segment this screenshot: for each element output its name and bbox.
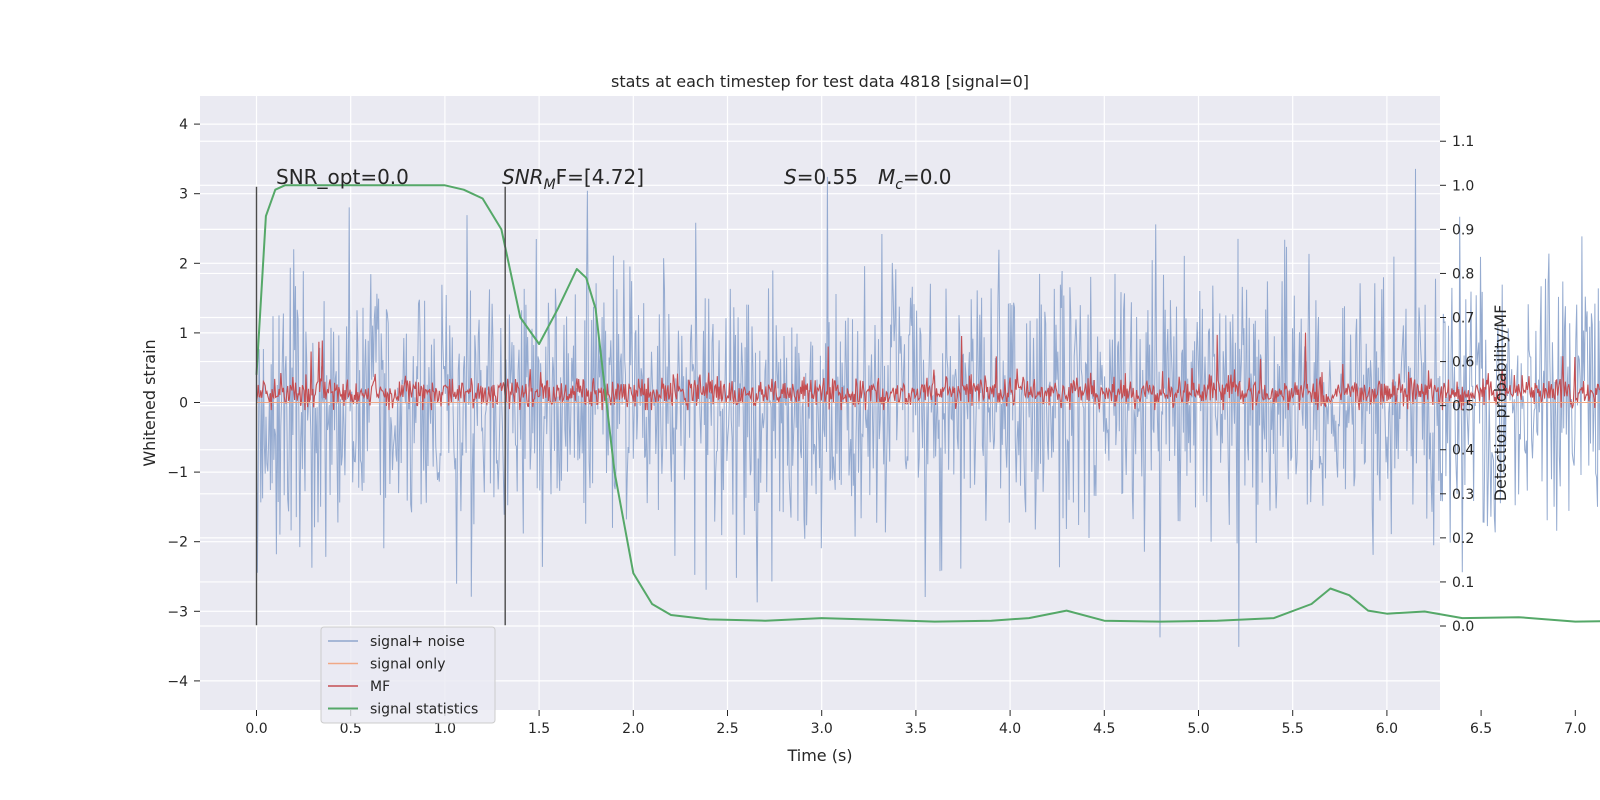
s-symbol: S	[784, 165, 797, 189]
y-left-axis-ticks: 4 3 2 1 0 −1 −2 −3 −4	[167, 117, 200, 690]
y-left-tick-label: 4	[179, 117, 188, 133]
y-right-tick-label: 0.7	[1452, 311, 1474, 327]
y-right-tick-label: 1.1	[1452, 134, 1474, 150]
y-right-axis-ticks: 1.1 1.0 0.9 0.8 0.7 0.6 0.5 0.4 0.3 0.2 0.1 0.0	[1440, 134, 1474, 635]
y-right-tick-label: 0.9	[1452, 222, 1474, 238]
x-tick-label: 0.0	[245, 721, 267, 737]
annotation-s: S=0.55	[784, 165, 858, 189]
y-left-tick-label: −3	[167, 604, 188, 620]
x-axis-label: Time (s)	[786, 746, 852, 765]
y-left-tick-label: 2	[179, 256, 188, 272]
legend: signal+ noise signal only MF signal statist…	[320, 626, 496, 724]
legend-label: signal statistics	[370, 702, 478, 718]
annotation-snr-mf: SNRMF=[4.72]	[502, 165, 644, 193]
y-left-tick-label: 3	[179, 187, 188, 203]
x-tick-label: 2.5	[716, 721, 738, 737]
y-right-tick-label: 0.4	[1452, 443, 1474, 459]
y-right-tick-label: 0.0	[1452, 619, 1474, 635]
annotation-mc: Mc=0.0	[878, 165, 952, 193]
annotation-snr-opt: SNR_opt=0.0	[276, 165, 409, 189]
y-right-tick-label: 0.6	[1452, 355, 1474, 371]
x-tick-label: 4.0	[999, 721, 1021, 737]
y-left-tick-label: 1	[179, 326, 188, 342]
y-left-axis-label: Whitened strain	[140, 339, 159, 466]
y-left-tick-label: 0	[179, 396, 188, 412]
x-tick-label: 2.0	[622, 721, 644, 737]
y-left-tick-label: −1	[167, 465, 188, 481]
legend-label: signal only	[370, 657, 445, 673]
x-tick-label: 5.0	[1187, 721, 1209, 737]
series-mf	[255, 332, 1600, 411]
x-tick-label: 3.0	[811, 721, 833, 737]
x-tick-label: 0.5	[340, 721, 362, 737]
y-left-tick-label: −4	[167, 674, 188, 690]
signal-noise-line	[256, 168, 1600, 647]
y-right-axis-label: Detection probability/MF	[1491, 305, 1510, 502]
series-signal-statistics	[255, 184, 1600, 623]
s-value: =0.55	[797, 165, 858, 189]
mc-value: =0.0	[903, 165, 952, 189]
signal-statistics-line	[255, 184, 1600, 623]
x-tick-label: 5.5	[1282, 721, 1304, 737]
legend-box	[320, 626, 496, 724]
x-tick-label: 6.0	[1376, 721, 1398, 737]
mf-line	[255, 332, 1600, 411]
y-left-tick-label: −2	[167, 535, 188, 551]
x-tick-label: 4.5	[1093, 721, 1115, 737]
snr-mf-value: F=[4.72]	[556, 165, 644, 189]
series-signal-noise	[256, 168, 1600, 647]
y-right-tick-label: 0.1	[1452, 575, 1474, 591]
y-right-tick-label: 1.0	[1452, 178, 1474, 194]
y-right-tick-label: 0.2	[1452, 531, 1474, 547]
legend-label: signal+ noise	[370, 634, 465, 650]
x-axis-ticks: 0.0 0.5 1.0 1.5 2.0 2.5 3.0 3.5 4.0 4.5 5.0 5.5 6.0 6…	[245, 710, 1586, 737]
snr-mf-subscript: M	[544, 177, 556, 193]
x-tick-label: 1.5	[528, 721, 550, 737]
x-tick-label: 3.5	[905, 721, 927, 737]
vertical-markers	[255, 186, 506, 626]
x-tick-label: 7.0	[1564, 721, 1586, 737]
x-tick-label: 1.0	[434, 721, 456, 737]
y-right-tick-label: 0.8	[1452, 266, 1474, 282]
y-right-tick-label: 0.3	[1452, 487, 1474, 503]
snr-mf-symbol: SNR	[502, 165, 544, 189]
y-right-tick-label: 0.5	[1452, 399, 1474, 415]
legend-label: MF	[370, 679, 390, 695]
x-tick-label: 6.5	[1470, 721, 1492, 737]
chart-title: stats at each timestep for test data 481…	[611, 72, 1029, 91]
mc-symbol: M	[878, 165, 895, 189]
mc-subscript: c	[895, 177, 903, 193]
